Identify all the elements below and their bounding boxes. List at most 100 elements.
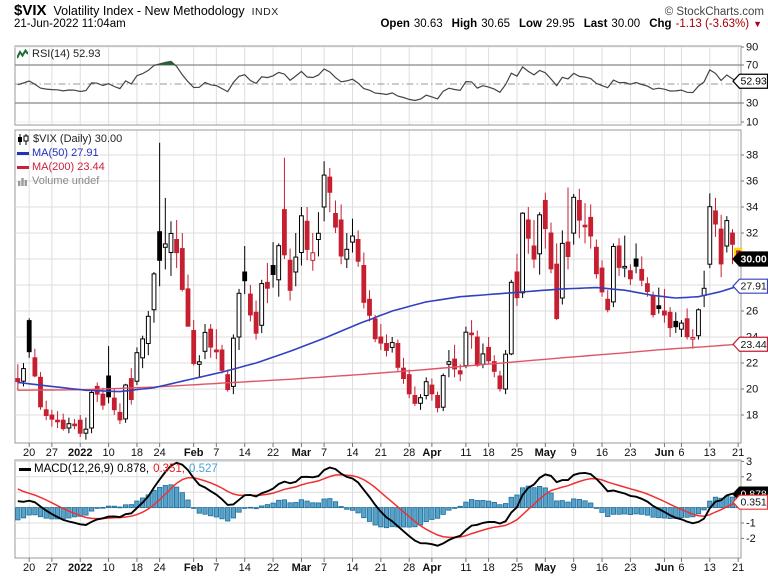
svg-text:14: 14 xyxy=(346,447,358,459)
price-legend: $VIX (Daily) 30.00 xyxy=(17,133,122,145)
chart-header: $VIX Volatility Index - New Methodology … xyxy=(14,2,764,19)
candles xyxy=(15,142,743,440)
svg-text:20: 20 xyxy=(23,447,35,459)
svg-text:7: 7 xyxy=(213,447,219,459)
svg-text:24: 24 xyxy=(154,562,166,574)
ma200-legend-label: MA(200) 23.44 xyxy=(32,161,105,173)
ma50-legend-label: MA(50) 27.91 xyxy=(32,147,99,159)
svg-text:10: 10 xyxy=(746,117,758,129)
macd-panel xyxy=(14,459,742,559)
date-axis-bottom: 20 27 2022 10 18 24 Feb 7 14 22 Mar 7 14 21 28 Apr 11 18 2… xyxy=(23,558,744,574)
svg-text:52.93: 52.93 xyxy=(741,76,767,88)
ma50-value-tag: 27.91 xyxy=(732,278,768,294)
svg-text:14: 14 xyxy=(346,562,358,574)
svg-text:14: 14 xyxy=(239,447,251,459)
chg-value: -1.13 (-3.63%) xyxy=(675,18,750,30)
volume-bars-icon xyxy=(18,178,27,186)
svg-text:26: 26 xyxy=(746,306,758,318)
svg-text:9: 9 xyxy=(571,447,577,459)
svg-text:21: 21 xyxy=(375,447,387,459)
svg-text:23: 23 xyxy=(624,447,636,459)
svg-text:23: 23 xyxy=(624,562,636,574)
svg-text:14: 14 xyxy=(239,562,251,574)
svg-text:18: 18 xyxy=(131,562,143,574)
macd-signal-value: 0.351, xyxy=(153,463,186,475)
svg-text:2022: 2022 xyxy=(68,447,92,459)
macd-line xyxy=(17,461,739,547)
svg-text:70: 70 xyxy=(746,60,758,72)
down-triangle-icon: ▼ xyxy=(753,19,762,29)
volume-legend: Volume undef xyxy=(17,175,99,187)
svg-text:6: 6 xyxy=(678,447,684,459)
svg-text:28: 28 xyxy=(403,447,415,459)
svg-text:Apr: Apr xyxy=(422,447,442,459)
chg-label: Chg xyxy=(649,18,672,30)
svg-text:18: 18 xyxy=(131,447,143,459)
svg-text:22: 22 xyxy=(267,562,279,574)
last-value: 30.00 xyxy=(611,18,641,30)
svg-text:28: 28 xyxy=(403,562,415,574)
svg-text:Jun: Jun xyxy=(655,447,675,459)
svg-text:-1: -1 xyxy=(746,518,756,530)
signal-line xyxy=(17,473,739,539)
svg-text:0.351: 0.351 xyxy=(741,497,767,509)
svg-text:-2: -2 xyxy=(746,533,756,545)
price-legend-label: $VIX (Daily) 30.00 xyxy=(33,133,123,145)
date-axis-top: 20 27 2022 10 18 24 Feb 7 14 22 Mar 7 14 21 28 Apr 11 18 2… xyxy=(23,443,744,459)
low-label: Low xyxy=(518,18,542,30)
ma200-legend: MA(200) 23.44 xyxy=(17,161,105,173)
svg-text:16: 16 xyxy=(596,447,608,459)
main-panel xyxy=(14,129,743,444)
svg-text:21: 21 xyxy=(375,562,387,574)
quote-summary: Open 30.63 High 30.65 Low 29.95 Last 30.… xyxy=(380,18,762,30)
rsi-axis: 90 70 30 10 xyxy=(741,42,758,129)
svg-text:22: 22 xyxy=(746,358,758,370)
svg-text:23.44: 23.44 xyxy=(741,339,767,351)
macd-histogram xyxy=(15,484,741,529)
svg-text:38: 38 xyxy=(746,150,758,162)
exchange-label: INDX xyxy=(251,6,279,18)
ma200-line-icon xyxy=(17,165,29,169)
low-value: 29.95 xyxy=(545,18,575,30)
signal-value-tag: 0.351 xyxy=(732,494,768,510)
svg-text:27: 27 xyxy=(46,562,58,574)
open-label: Open xyxy=(380,18,410,30)
svg-text:30: 30 xyxy=(746,98,758,110)
macd-legend-label: MACD(12,26,9) 0.878, xyxy=(34,463,150,475)
candlestick-icon xyxy=(18,133,29,145)
ma50-line-icon xyxy=(17,151,29,155)
svg-text:Jun: Jun xyxy=(655,562,675,574)
svg-text:Feb: Feb xyxy=(184,562,204,574)
svg-text:25: 25 xyxy=(511,562,523,574)
svg-text:34: 34 xyxy=(746,202,758,214)
svg-text:32: 32 xyxy=(746,228,758,240)
svg-text:90: 90 xyxy=(746,42,758,54)
svg-text:18: 18 xyxy=(746,410,758,422)
macd-line-icon xyxy=(19,467,31,471)
rsi-line xyxy=(17,60,739,102)
ma200-value-tag: 23.44 xyxy=(732,336,768,352)
svg-text:2022: 2022 xyxy=(68,562,92,574)
svg-text:13: 13 xyxy=(704,562,716,574)
svg-text:Apr: Apr xyxy=(422,562,442,574)
copyright: © StockCharts.com xyxy=(664,6,764,18)
svg-text:18: 18 xyxy=(482,447,494,459)
svg-text:21: 21 xyxy=(732,562,744,574)
last-label: Last xyxy=(583,18,608,30)
svg-text:27.91: 27.91 xyxy=(741,281,767,293)
macd-hist-value: 0.527 xyxy=(189,463,218,475)
svg-text:7: 7 xyxy=(321,562,327,574)
last-price-tag: 30.00 xyxy=(732,251,768,267)
rsi-legend-label: RSI(14) 52.93 xyxy=(32,48,101,60)
main-axis: 383634322624222018 xyxy=(741,150,758,422)
svg-text:Mar: Mar xyxy=(292,562,312,574)
svg-text:11: 11 xyxy=(460,562,471,574)
high-label: High xyxy=(451,18,478,30)
svg-text:27: 27 xyxy=(46,447,58,459)
svg-text:25: 25 xyxy=(511,447,523,459)
svg-text:10: 10 xyxy=(102,447,114,459)
svg-text:7: 7 xyxy=(321,447,327,459)
svg-text:24: 24 xyxy=(154,447,166,459)
symbol: $VIX xyxy=(14,2,47,19)
